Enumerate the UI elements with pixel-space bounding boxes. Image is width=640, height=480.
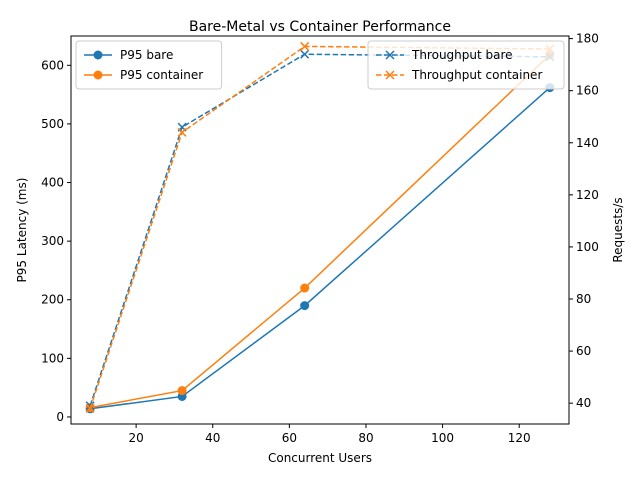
marker-stroke [300,41,310,51]
y-tick-label: 600 [41,58,64,72]
marker-stroke [385,50,395,60]
marker-stroke [300,49,310,59]
data-point [177,127,187,137]
y2-tick-label: 60 [576,344,591,358]
legend-marker [385,70,395,80]
legend-box [367,40,565,90]
legend-label: P95 container [120,68,203,82]
y2-axis-label: Requests/s [611,197,625,262]
marker-stroke [385,70,395,80]
chart-title: Bare-Metal vs Container Performance [189,19,451,35]
data-point [85,401,95,411]
y2-tick-label: 120 [576,188,599,202]
x-tick-label: 20 [128,431,143,445]
y2-tick-label: 40 [576,396,591,410]
y2-tick-label: 160 [576,84,599,98]
data-point [300,283,310,293]
x-tick-label: 80 [358,431,373,445]
legend-label: Throughput bare [411,48,513,62]
y2-tick-label: 80 [576,292,591,306]
y-tick-label: 400 [41,176,64,190]
y2-tick-label: 140 [576,136,599,150]
legend-marker [385,50,395,60]
y-axis-label: P95 Latency (ms) [15,178,29,283]
series-line-throughput-bare [89,53,550,407]
legend-upper-right: Throughput bare Throughput container [367,40,565,90]
marker-stroke [85,401,95,411]
legend-box [75,40,223,90]
data-point [177,386,187,396]
y-tick-label: 0 [56,410,64,424]
data-point [300,41,310,51]
y2-tick-label: 180 [576,32,599,46]
legend-marker [93,70,103,80]
x-axis-label: Concurrent Users [268,451,372,465]
y-tick-label: 200 [41,293,64,307]
legend-label: P95 bare [120,48,173,62]
y-tick-label: 100 [41,351,64,365]
marker-stroke [85,403,95,413]
marker-stroke [177,127,187,137]
x-tick-label: 120 [508,431,531,445]
plot-frame [70,35,570,425]
x-tick-label: 100 [431,431,454,445]
x-tick-label: 40 [205,431,220,445]
series-line-p95-container [90,54,551,409]
y-tick-label: 500 [41,117,64,131]
data-point [300,301,310,311]
data-point [85,403,95,413]
data-point [300,49,310,59]
y2-tick-label: 100 [576,240,599,254]
y-tick-label: 300 [41,234,64,248]
legend-marker [93,50,103,60]
series-line-p95-bare [90,87,551,410]
legend-upper-left: P95 bare P95 container [75,40,223,90]
x-tick-label: 60 [282,431,297,445]
legend-label: Throughput container [411,68,542,82]
